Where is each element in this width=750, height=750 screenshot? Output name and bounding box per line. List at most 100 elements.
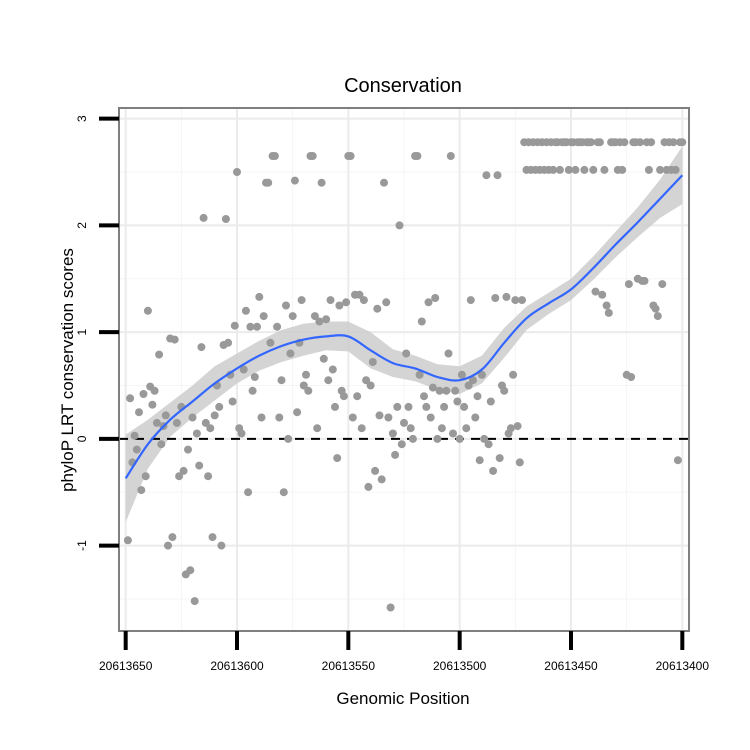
y-tick-label: 1	[75, 328, 89, 335]
data-point	[239, 365, 248, 374]
data-point	[511, 296, 520, 305]
data-point	[442, 386, 451, 395]
data-point	[304, 386, 313, 395]
data-point	[184, 445, 192, 454]
data-point	[230, 321, 239, 330]
data-point	[266, 338, 275, 347]
data-point	[348, 413, 357, 422]
data-point	[404, 402, 413, 411]
data-point	[244, 488, 253, 497]
data-point	[477, 370, 486, 379]
plot-panel	[118, 107, 690, 632]
data-point	[604, 308, 613, 317]
data-point	[502, 292, 511, 301]
data-point	[137, 486, 146, 495]
data-point	[326, 296, 335, 305]
data-point	[377, 475, 386, 484]
data-point	[308, 152, 317, 160]
data-point	[393, 402, 402, 411]
x-tick-label: 20613500	[433, 659, 487, 673]
data-point	[126, 394, 135, 403]
data-point	[157, 440, 166, 449]
data-point	[595, 138, 604, 147]
data-point	[275, 413, 284, 422]
data-point	[636, 138, 644, 147]
data-point	[382, 298, 391, 307]
data-point	[460, 402, 469, 411]
data-point	[431, 294, 440, 302]
data-point	[195, 461, 204, 470]
data-point	[493, 171, 502, 180]
data-point	[466, 296, 475, 305]
data-point	[299, 381, 308, 390]
data-point	[331, 402, 339, 411]
data-point	[324, 376, 333, 385]
data-point	[366, 381, 375, 390]
data-point	[333, 454, 342, 463]
data-point	[475, 456, 484, 465]
data-point	[364, 482, 373, 491]
y-tick-label: 0	[75, 435, 89, 442]
x-axis-title: Genomic Position	[336, 689, 469, 708]
data-point	[457, 370, 466, 379]
data-point	[215, 402, 224, 411]
data-point	[618, 165, 627, 174]
data-point	[264, 178, 273, 187]
data-point	[627, 373, 636, 381]
data-point	[172, 418, 181, 427]
data-point	[486, 397, 495, 406]
data-point	[484, 440, 493, 449]
data-point	[161, 411, 170, 420]
data-point	[322, 315, 331, 324]
data-point	[587, 138, 595, 147]
x-tick-label: 20613550	[322, 659, 376, 673]
data-point	[290, 176, 299, 185]
data-point	[426, 413, 435, 422]
data-point	[150, 386, 159, 395]
data-point	[489, 466, 498, 475]
data-point	[132, 445, 141, 454]
data-point	[424, 298, 433, 307]
data-point	[199, 213, 208, 222]
data-point	[386, 603, 395, 612]
data-point	[277, 376, 286, 385]
data-point	[444, 349, 453, 358]
data-point	[248, 386, 257, 395]
data-point	[495, 454, 504, 463]
data-point	[237, 429, 246, 438]
data-point	[564, 165, 573, 174]
data-point	[371, 466, 380, 475]
data-point	[435, 386, 444, 395]
data-point	[580, 165, 589, 174]
data-point	[549, 165, 558, 174]
data-point	[353, 392, 362, 401]
data-point	[451, 386, 460, 395]
data-point	[310, 312, 319, 321]
data-point	[380, 178, 388, 187]
data-point	[509, 370, 518, 379]
data-point	[469, 376, 477, 385]
data-point	[197, 343, 206, 352]
data-point	[152, 418, 161, 427]
data-point	[148, 400, 157, 409]
data-point	[446, 152, 455, 160]
data-point	[678, 138, 687, 147]
data-point	[175, 472, 184, 481]
data-point	[328, 365, 337, 374]
data-point	[139, 390, 148, 398]
data-point	[346, 152, 355, 160]
data-point	[656, 165, 665, 174]
data-point	[473, 392, 482, 401]
data-point	[302, 370, 310, 379]
data-point	[651, 304, 660, 313]
data-point	[335, 301, 344, 310]
data-point	[658, 280, 667, 289]
data-point	[270, 152, 279, 160]
data-point	[471, 413, 480, 422]
data-point	[671, 165, 680, 174]
data-point	[253, 322, 261, 331]
data-point	[644, 165, 653, 174]
loess-fit-line	[124, 174, 684, 479]
data-point	[518, 296, 526, 305]
data-points	[123, 138, 687, 612]
